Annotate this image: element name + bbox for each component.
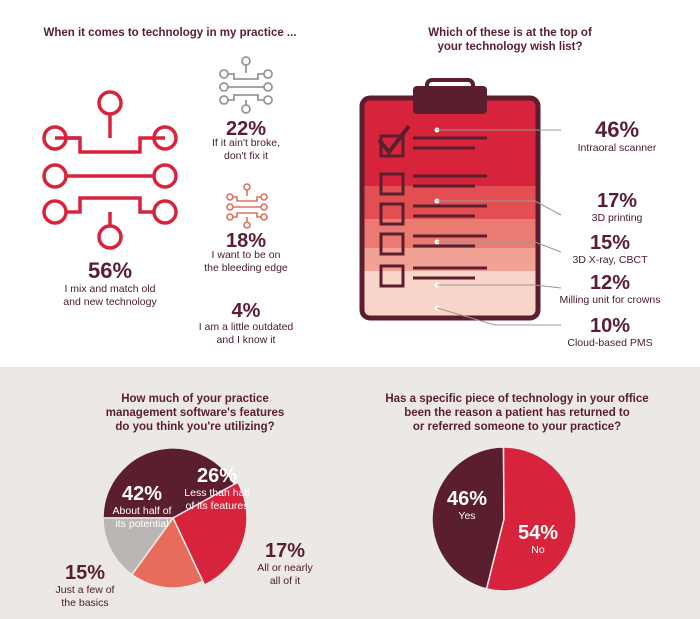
stat-bleeding-edge-label-line1: I want to be on bbox=[211, 249, 281, 261]
wish-xray-value: 15% bbox=[589, 232, 631, 254]
stat-aint-broke-label: If it ain't broke, don't fix it bbox=[186, 137, 306, 163]
wish-cloud-label: Cloud-based PMS bbox=[567, 337, 653, 349]
pie1-label-less-line1: Less than half bbox=[184, 487, 250, 499]
pie1-slice-half bbox=[102, 447, 236, 519]
stat-aint-broke-label-line1: If it ain't broke, bbox=[212, 137, 280, 149]
pie2-label-no: 54% No bbox=[508, 522, 568, 557]
chart4-title-line3: or referred someone to your practice? bbox=[412, 421, 622, 433]
chart2-title-line2: your technology wish list? bbox=[437, 41, 583, 53]
pie2-label-yes-value: 46% bbox=[446, 488, 488, 510]
chart3-title-line1: How much of your practice bbox=[121, 393, 269, 405]
wish-cloud: 10% Cloud-based PMS bbox=[550, 315, 670, 350]
wish-3d-printing: 17% 3D printing bbox=[562, 190, 672, 225]
stat-outdated-label-line2: and I know it bbox=[216, 334, 276, 346]
wish-3d-printing-value: 17% bbox=[596, 190, 638, 212]
chart2-title: Which of these is at the top of your tec… bbox=[400, 26, 620, 54]
stat-aint-broke-value: 22% bbox=[225, 118, 267, 140]
pie1-label-few-line1: Just a few of bbox=[55, 584, 115, 596]
pie1-label-few-line2: the basics bbox=[61, 597, 109, 609]
wish-intraoral-label: Intraoral scanner bbox=[577, 142, 657, 154]
chart4-title-line1: Has a specific piece of technology in yo… bbox=[385, 393, 649, 405]
stat-aint-broke-label-line2: don't fix it bbox=[223, 150, 269, 162]
stat-outdated-value: 4% bbox=[231, 300, 261, 322]
stat-mix-match-label: I mix and match old and new technology bbox=[40, 283, 180, 309]
pie2-label-yes-text: Yes bbox=[458, 510, 476, 522]
wish-xray-label: 3D X-ray, CBCT bbox=[572, 254, 648, 266]
pie1-label-all-value: 17% bbox=[264, 540, 306, 562]
stat-bleeding-edge-label-line2: the bleeding edge bbox=[204, 262, 288, 274]
stat-outdated-label: I am a little outdated and I know it bbox=[176, 321, 316, 347]
pie1-label-less: 26% Less than half of its features bbox=[172, 465, 262, 513]
pie1-label-less-line2: of its features bbox=[185, 500, 249, 512]
pie1-slice-few bbox=[102, 517, 175, 576]
wish-intraoral: 46% Intraoral scanner bbox=[562, 118, 672, 155]
chart2-title-line1: Which of these is at the top of bbox=[428, 27, 592, 39]
stat-mix-match-value: 56% bbox=[87, 258, 133, 283]
wish-3d-printing-label: 3D printing bbox=[591, 212, 643, 224]
pie-software-usage bbox=[102, 447, 248, 589]
stat-bleeding-edge-value: 18% bbox=[225, 230, 267, 252]
stat-mix-match-label-line1: I mix and match old bbox=[64, 283, 156, 295]
chart4-title: Has a specific piece of technology in yo… bbox=[372, 392, 662, 434]
stat-bleeding-edge-label: I want to be on the bleeding edge bbox=[186, 249, 306, 275]
wish-milling-value: 12% bbox=[589, 272, 631, 294]
pie1-slice-all bbox=[130, 516, 204, 589]
pie-patient-return bbox=[431, 446, 577, 592]
pie1-label-all: 17% All or nearly all of it bbox=[250, 540, 320, 588]
wish-milling: 12% Milling unit for crowns bbox=[540, 272, 680, 307]
chart3-title: How much of your practice management sof… bbox=[70, 392, 320, 434]
stat-mix-match: 56% bbox=[60, 258, 160, 284]
wishlist-band-milling bbox=[362, 248, 538, 271]
stat-mix-match-label-line2: and new technology bbox=[63, 296, 157, 308]
chart3-title-line3: do you think you're utilizing? bbox=[115, 421, 275, 433]
pie1-label-few: 15% Just a few of the basics bbox=[45, 562, 125, 610]
pie1-label-half-line2: its potential bbox=[115, 518, 169, 530]
stat-bleeding-edge: 18% bbox=[196, 230, 296, 252]
pie1-label-all-line1: All or nearly bbox=[257, 562, 313, 574]
stat-aint-broke: 22% bbox=[196, 118, 296, 140]
pie2-slice-no bbox=[485, 446, 577, 592]
chart1-title: When it comes to technology in my practi… bbox=[43, 27, 297, 39]
pie1-label-half-line1: About half of bbox=[112, 505, 172, 517]
pie1-label-less-value: 26% bbox=[196, 465, 238, 487]
pie2-label-yes: 46% Yes bbox=[437, 488, 497, 523]
pie1-label-half: 42% About half of its potential bbox=[103, 483, 181, 531]
circuit-icon-coral bbox=[226, 183, 268, 229]
pie1-label-half-value: 42% bbox=[121, 483, 163, 505]
wish-cloud-value: 10% bbox=[589, 315, 631, 337]
pie2-label-no-value: 54% bbox=[517, 522, 559, 544]
wish-intraoral-value: 46% bbox=[594, 117, 640, 142]
clipboard-icon bbox=[359, 78, 541, 321]
pie1-label-few-value: 15% bbox=[64, 562, 106, 584]
wish-milling-label: Milling unit for crowns bbox=[559, 294, 661, 306]
pie2-label-no-text: No bbox=[531, 544, 545, 556]
chart4-title-line2: been the reason a patient has returned t… bbox=[404, 407, 630, 419]
chart3-title-line2: management software's features bbox=[105, 407, 285, 419]
wish-xray: 15% 3D X-ray, CBCT bbox=[555, 232, 665, 267]
stat-outdated-label-line1: I am a little outdated bbox=[198, 321, 294, 333]
stat-outdated: 4% bbox=[196, 300, 296, 322]
wishlist-leader-lines bbox=[436, 129, 562, 326]
circuit-icon-gray bbox=[219, 56, 273, 114]
pie1-label-all-line2: all of it bbox=[269, 575, 301, 587]
circuit-icon-large bbox=[42, 90, 178, 250]
pie1-slice-less bbox=[172, 481, 248, 586]
pie2-slice-yes bbox=[431, 446, 505, 590]
